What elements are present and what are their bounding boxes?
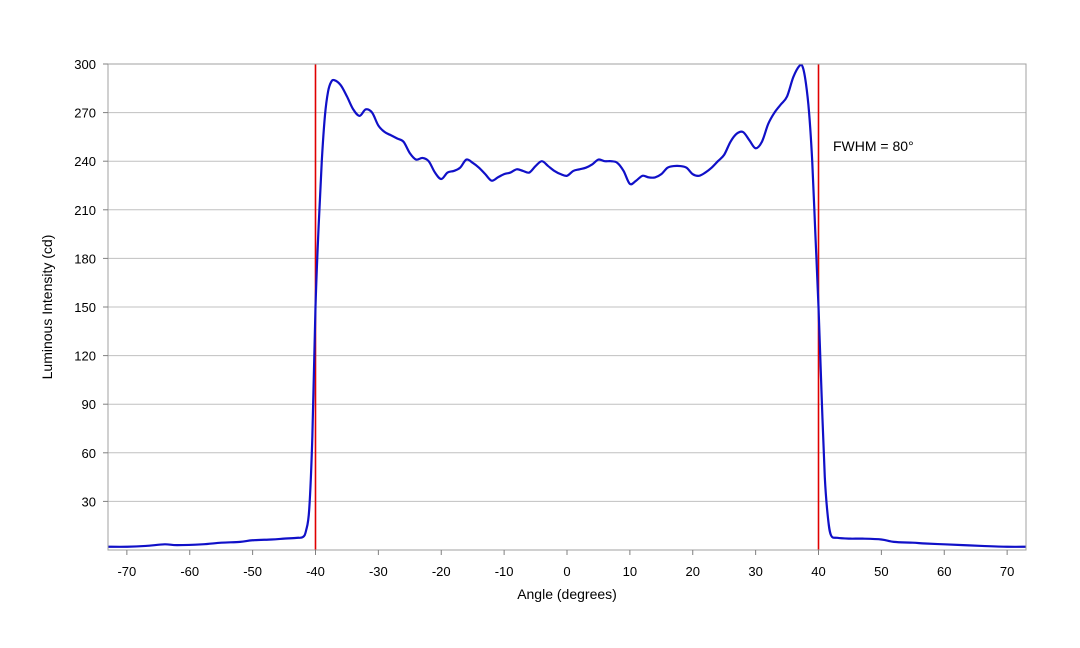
series-layer <box>107 63 1027 548</box>
y-tick-label: 210 <box>74 203 96 218</box>
x-tick-label: -30 <box>369 564 388 579</box>
y-tick-label: 90 <box>82 397 96 412</box>
x-tick-label: 20 <box>686 564 700 579</box>
y-tick-label: 240 <box>74 154 96 169</box>
x-tick-label: 50 <box>874 564 888 579</box>
x-axis: -70 -60 -50 -40 -30 -20 -10 0 10 20 30 40 50 60 70 <box>117 550 1014 579</box>
x-tick-label: -50 <box>243 564 262 579</box>
x-tick-label: -10 <box>495 564 514 579</box>
x-tick-label: -20 <box>432 564 451 579</box>
y-axis: 30 60 90 120 150 180 210 240 270 300 <box>74 57 108 509</box>
grid-layer <box>108 63 1026 502</box>
y-tick-label: 120 <box>74 349 96 364</box>
x-axis-title: Angle (degrees) <box>517 586 617 602</box>
x-tick-label: -40 <box>306 564 325 579</box>
x-tick-label: 0 <box>563 564 570 579</box>
x-tick-label: 60 <box>937 564 951 579</box>
fwhm-annotation: FWHM = 80° <box>833 138 914 154</box>
y-tick-label: 60 <box>82 446 96 461</box>
y-axis-title: Luminous Intensity (cd) <box>39 235 55 380</box>
y-tick-label: 270 <box>74 106 96 121</box>
x-tick-label: -70 <box>117 564 136 579</box>
y-tick-label: 180 <box>74 251 96 266</box>
intensity-series-line <box>107 63 1027 548</box>
y-tick-label: 150 <box>74 300 96 315</box>
x-tick-label: 10 <box>623 564 637 579</box>
x-tick-label: 30 <box>748 564 762 579</box>
x-tick-label: 40 <box>811 564 825 579</box>
x-tick-label: -60 <box>180 564 199 579</box>
y-tick-label: 300 <box>74 57 96 72</box>
x-tick-label: 70 <box>1000 564 1014 579</box>
y-tick-label: 30 <box>82 494 96 509</box>
